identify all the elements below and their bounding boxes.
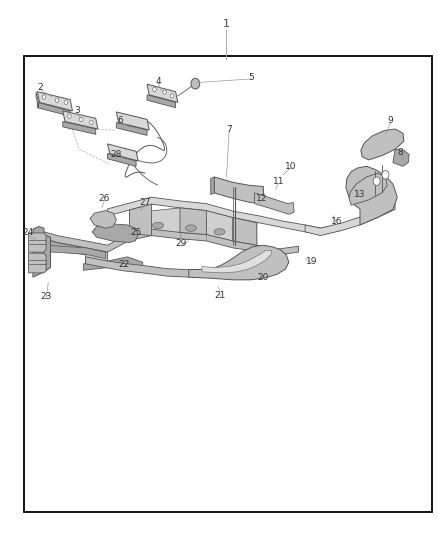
Polygon shape	[92, 224, 138, 243]
Polygon shape	[232, 217, 256, 245]
Polygon shape	[188, 245, 288, 280]
Text: 29: 29	[175, 239, 187, 248]
Circle shape	[162, 90, 166, 94]
Polygon shape	[85, 257, 210, 277]
Polygon shape	[254, 193, 293, 214]
Ellipse shape	[185, 225, 196, 231]
Text: 23: 23	[40, 293, 52, 301]
Polygon shape	[129, 208, 256, 245]
Polygon shape	[63, 122, 95, 134]
Polygon shape	[360, 129, 403, 160]
Circle shape	[381, 171, 388, 179]
Circle shape	[79, 117, 83, 122]
Circle shape	[170, 94, 173, 98]
Circle shape	[372, 177, 379, 185]
Polygon shape	[345, 166, 396, 225]
Text: 16: 16	[330, 217, 341, 225]
Text: 4: 4	[155, 77, 160, 86]
Circle shape	[64, 100, 67, 104]
Polygon shape	[116, 123, 147, 135]
Polygon shape	[180, 208, 206, 235]
Polygon shape	[210, 177, 214, 195]
Text: 6: 6	[117, 117, 124, 125]
Polygon shape	[44, 245, 105, 259]
Polygon shape	[116, 112, 149, 130]
Text: 27: 27	[139, 198, 150, 207]
Ellipse shape	[213, 229, 225, 235]
Text: 19: 19	[305, 257, 317, 265]
Ellipse shape	[152, 222, 163, 229]
Polygon shape	[63, 111, 98, 129]
Text: 21: 21	[214, 292, 226, 300]
Polygon shape	[392, 149, 408, 166]
Text: 5: 5	[247, 73, 254, 82]
Polygon shape	[214, 177, 263, 204]
Polygon shape	[348, 173, 386, 205]
Text: 28: 28	[110, 150, 122, 159]
Text: 11: 11	[272, 177, 283, 185]
Polygon shape	[28, 233, 46, 252]
Polygon shape	[33, 227, 50, 277]
Polygon shape	[37, 92, 72, 111]
Polygon shape	[201, 251, 271, 273]
Circle shape	[42, 95, 46, 99]
Polygon shape	[129, 204, 151, 236]
Circle shape	[55, 98, 59, 102]
Text: 20: 20	[257, 273, 268, 281]
Circle shape	[67, 114, 71, 118]
Polygon shape	[107, 144, 138, 161]
Polygon shape	[35, 229, 298, 255]
Text: 13: 13	[353, 190, 365, 199]
Polygon shape	[35, 236, 85, 255]
Polygon shape	[147, 84, 177, 102]
Polygon shape	[107, 197, 342, 235]
Polygon shape	[85, 248, 107, 265]
Polygon shape	[90, 211, 116, 228]
Polygon shape	[28, 253, 46, 273]
Text: 3: 3	[74, 106, 80, 115]
Circle shape	[152, 87, 156, 92]
Polygon shape	[83, 257, 142, 270]
Polygon shape	[36, 92, 39, 108]
Polygon shape	[37, 102, 70, 116]
Text: 25: 25	[130, 229, 141, 237]
Text: 10: 10	[284, 162, 296, 171]
Polygon shape	[147, 95, 175, 108]
Polygon shape	[107, 154, 136, 166]
Text: 24: 24	[22, 229, 33, 237]
Circle shape	[89, 120, 93, 125]
Circle shape	[191, 78, 199, 89]
Polygon shape	[304, 201, 394, 236]
Bar	[24, 56, 431, 512]
Text: 26: 26	[99, 195, 110, 203]
Text: 22: 22	[118, 261, 130, 269]
Text: 2: 2	[38, 84, 43, 92]
Text: 1: 1	[222, 19, 229, 29]
Text: 7: 7	[226, 125, 232, 134]
Text: 8: 8	[396, 149, 403, 157]
Text: 9: 9	[387, 117, 393, 125]
Text: 12: 12	[255, 195, 266, 203]
